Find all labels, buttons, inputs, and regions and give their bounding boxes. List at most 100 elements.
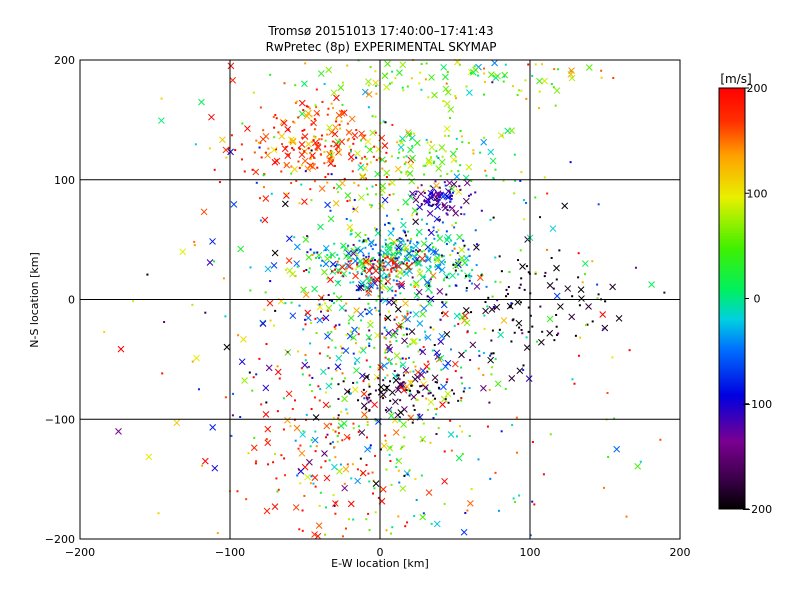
scatter-dot bbox=[225, 156, 228, 159]
scatter-dot bbox=[437, 427, 440, 430]
scatter-dot bbox=[248, 371, 251, 374]
scatter-cross bbox=[406, 267, 413, 275]
scatter-dot bbox=[428, 258, 431, 261]
scatter-dot bbox=[327, 173, 330, 176]
scatter-dot bbox=[373, 145, 376, 148]
scatter-dot bbox=[319, 310, 322, 313]
scatter-dot bbox=[348, 271, 351, 274]
scatter-dot bbox=[330, 173, 333, 176]
scatter-dot bbox=[446, 70, 449, 73]
scatter-cross bbox=[264, 425, 272, 433]
scatter-dot bbox=[445, 82, 448, 85]
scatter-dot bbox=[391, 289, 394, 292]
scatter-cross bbox=[371, 401, 378, 409]
scatter-dot bbox=[529, 314, 532, 317]
scatter-dot bbox=[372, 492, 375, 495]
scatter-dot bbox=[390, 412, 393, 415]
scatter-dot bbox=[368, 480, 371, 483]
scatter-dot bbox=[407, 389, 410, 392]
scatter-dot bbox=[294, 399, 297, 402]
y-axis-label: N-S location [km] bbox=[28, 252, 41, 348]
scatter-cross bbox=[437, 354, 445, 362]
scatter-cross bbox=[420, 305, 428, 312]
scatter-dot bbox=[340, 410, 343, 413]
scatter-dot bbox=[459, 164, 462, 167]
scatter-dot bbox=[451, 191, 454, 194]
scatter-dot bbox=[334, 430, 337, 433]
scatter-dot bbox=[382, 265, 385, 268]
scatter-cross bbox=[437, 338, 445, 345]
scatter-dot bbox=[492, 178, 495, 181]
scatter-cross bbox=[388, 179, 396, 187]
scatter-dot bbox=[404, 525, 407, 528]
scatter-dot bbox=[470, 180, 473, 183]
scatter-cross bbox=[387, 412, 395, 420]
colorbar-tick-label: 0 bbox=[754, 293, 761, 306]
scatter-cross bbox=[497, 331, 505, 339]
scatter-dot bbox=[596, 297, 599, 300]
scatter-cross bbox=[399, 485, 407, 492]
scatter-cross bbox=[354, 231, 362, 239]
scatter-dot bbox=[252, 376, 255, 379]
scatter-dot bbox=[277, 488, 280, 491]
scatter-dot bbox=[345, 302, 348, 305]
scatter-dot bbox=[380, 193, 383, 196]
scatter-dot bbox=[317, 113, 320, 116]
scatter-dot bbox=[375, 309, 378, 312]
scatter-dot bbox=[421, 250, 424, 253]
scatter-dot bbox=[335, 147, 338, 150]
scatter-dot bbox=[353, 181, 356, 184]
scatter-dot bbox=[295, 179, 298, 182]
scatter-dot bbox=[508, 306, 511, 309]
scatter-dot bbox=[363, 134, 366, 137]
scatter-dot bbox=[349, 330, 352, 333]
scatter-cross bbox=[271, 503, 279, 511]
scatter-dot bbox=[378, 258, 381, 261]
scatter-dot bbox=[310, 475, 313, 478]
scatter-dot bbox=[538, 107, 541, 110]
scatter-cross bbox=[546, 282, 554, 289]
scatter-dot bbox=[402, 262, 405, 265]
scatter-dot bbox=[400, 261, 403, 264]
scatter-cross bbox=[389, 389, 396, 396]
scatter-dot bbox=[308, 383, 311, 386]
x-tick-label: −200 bbox=[65, 546, 95, 559]
scatter-dot bbox=[345, 333, 348, 336]
scatter-dot bbox=[423, 378, 426, 381]
scatter-dot bbox=[504, 387, 507, 390]
scatter-dot bbox=[385, 529, 388, 532]
scatter-dot bbox=[316, 166, 319, 169]
scatter-dot bbox=[274, 452, 277, 455]
scatter-dot bbox=[395, 465, 398, 468]
colorbar-tick-label: −100 bbox=[742, 398, 772, 411]
scatter-dot bbox=[430, 204, 433, 207]
scatter-dot bbox=[309, 482, 312, 485]
scatter-dot bbox=[485, 174, 488, 177]
scatter-dot bbox=[332, 416, 335, 419]
scatter-dot bbox=[351, 229, 354, 232]
scatter-dot bbox=[381, 266, 384, 269]
scatter-dot bbox=[425, 62, 428, 65]
scatter-dot bbox=[237, 334, 240, 337]
scatter-dot bbox=[380, 253, 383, 256]
scatter-dot bbox=[342, 264, 345, 267]
scatter-dot bbox=[324, 302, 327, 305]
scatter-dot bbox=[409, 242, 412, 245]
scatter-dot bbox=[364, 408, 367, 411]
scatter-dot bbox=[415, 190, 418, 193]
scatter-dot bbox=[443, 181, 446, 184]
scatter-cross bbox=[320, 368, 327, 376]
scatter-dot bbox=[429, 278, 432, 281]
scatter-dot bbox=[454, 242, 457, 245]
scatter-dot bbox=[340, 110, 343, 113]
colorbar-tick-label: −200 bbox=[742, 503, 772, 516]
scatter-dot bbox=[402, 445, 405, 448]
scatter-dot bbox=[328, 356, 331, 359]
scatter-dot bbox=[371, 257, 374, 260]
scatter-cross bbox=[440, 395, 448, 403]
scatter-dot bbox=[577, 276, 580, 279]
scatter-dot bbox=[258, 197, 261, 200]
scatter-cross bbox=[339, 263, 346, 271]
scatter-dot bbox=[318, 303, 321, 306]
scatter-dot bbox=[343, 248, 346, 251]
